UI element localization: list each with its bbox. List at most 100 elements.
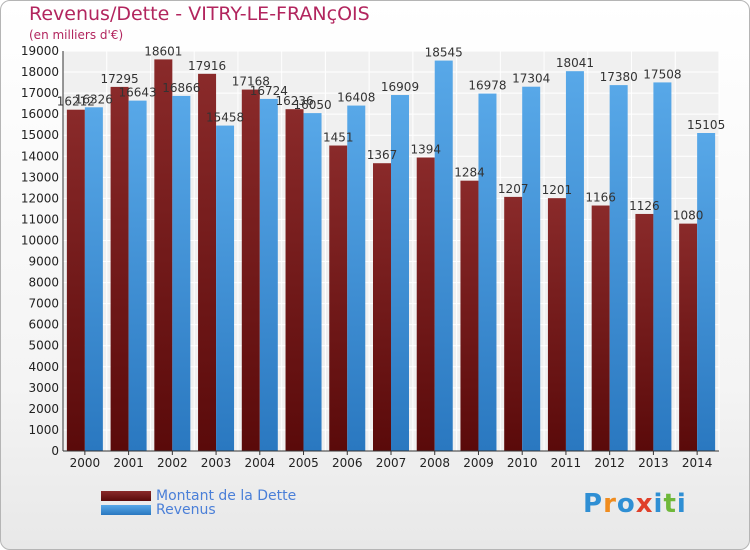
y-tick-label: 7000 <box>28 297 59 311</box>
data-label-debt: 18601 <box>144 44 182 58</box>
bar-revenue <box>565 71 584 451</box>
bar-debt <box>241 89 260 451</box>
x-tick-label: 2004 <box>245 456 276 470</box>
data-label-debt: 1367 <box>367 148 398 162</box>
x-tick-label: 2012 <box>594 456 625 470</box>
x-tick-label: 2013 <box>638 456 669 470</box>
legend-item-debt: Montant de la Dette <box>101 488 296 504</box>
y-tick-label: 13000 <box>21 170 59 184</box>
bar-debt <box>198 73 217 452</box>
data-label-revenue: 17304 <box>512 72 550 86</box>
bar-debt <box>373 163 391 452</box>
data-label-debt: 1201 <box>542 183 573 197</box>
x-tick-label: 2009 <box>463 456 494 470</box>
data-label-debt: 1284 <box>454 166 485 180</box>
data-label-debt: 1126 <box>629 199 660 213</box>
data-label-debt: 17295 <box>101 72 139 86</box>
bar-debt <box>110 86 129 451</box>
y-tick-label: 6000 <box>28 318 59 332</box>
y-tick-label: 0 <box>51 444 59 458</box>
x-tick-label: 2007 <box>376 456 407 470</box>
bar-debt <box>547 198 566 451</box>
bar-debt <box>679 223 698 451</box>
bar-revenue <box>522 86 541 451</box>
bar-revenue <box>303 113 322 452</box>
bar-revenue <box>478 93 497 451</box>
bar-debt <box>635 213 654 451</box>
data-label-debt: 1080 <box>673 209 704 223</box>
x-tick-label: 2002 <box>157 456 188 470</box>
legend-swatch-revenue <box>101 505 151 515</box>
x-tick-label: 2008 <box>419 456 450 470</box>
data-label-revenue: 15458 <box>206 111 244 125</box>
x-tick-label: 2006 <box>332 456 363 470</box>
bar-revenue <box>172 95 191 451</box>
y-tick-label: 18000 <box>21 65 59 79</box>
bar-revenue <box>216 125 235 451</box>
data-label-debt: 17168 <box>232 75 270 89</box>
data-label-revenue: 18545 <box>425 46 463 60</box>
x-tick-label: 2000 <box>70 456 101 470</box>
data-label-revenue: 16978 <box>468 79 506 93</box>
y-tick-label: 15000 <box>21 128 59 142</box>
bar-revenue <box>128 100 147 451</box>
data-label-revenue: 16866 <box>162 81 200 95</box>
y-tick-label: 11000 <box>21 212 59 226</box>
bar-debt <box>329 145 348 452</box>
legend-swatch-debt <box>101 491 151 501</box>
y-tick-label: 17000 <box>21 86 59 100</box>
data-label-revenue: 17380 <box>600 70 638 84</box>
y-tick-label: 8000 <box>28 276 59 290</box>
x-tick-label: 2003 <box>201 456 232 470</box>
bar-debt <box>504 196 523 451</box>
legend-label-revenue: Revenus <box>156 502 216 518</box>
bar-revenue <box>609 85 628 452</box>
y-tick-label: 12000 <box>21 191 59 205</box>
bar-revenue <box>347 105 366 451</box>
data-label-debt: 16236 <box>275 94 313 108</box>
chart-title: Revenus/Dette - VITRY-LE-FRANçOIS <box>29 3 370 25</box>
data-label-revenue: 18041 <box>556 56 594 70</box>
y-tick-label: 3000 <box>28 381 59 395</box>
legend-label-debt: Montant de la Dette <box>156 488 297 504</box>
data-label-revenue: 15105 <box>687 118 725 132</box>
data-label-debt: 17916 <box>188 59 226 73</box>
y-tick-label: 9000 <box>28 255 59 269</box>
x-tick-label: 2011 <box>551 456 582 470</box>
y-tick-label: 14000 <box>21 149 59 163</box>
data-label-debt: 1394 <box>410 143 441 157</box>
legend-item-revenue: Revenus <box>101 502 216 518</box>
data-label-revenue: 16050 <box>293 98 331 112</box>
y-tick-label: 5000 <box>28 339 59 353</box>
bar-revenue <box>391 95 409 451</box>
chart-subtitle: (en milliers d'€) <box>29 28 124 42</box>
y-tick-label: 1000 <box>28 423 59 437</box>
bar-debt <box>460 180 479 451</box>
data-label-debt: 1207 <box>498 182 529 196</box>
y-tick-label: 16000 <box>21 107 59 121</box>
data-label-debt: 16212 <box>57 95 95 109</box>
data-label-revenue: 16408 <box>337 91 375 105</box>
x-tick-label: 2014 <box>682 456 713 470</box>
bar-revenue <box>434 60 453 451</box>
x-tick-label: 2005 <box>288 456 319 470</box>
data-label-revenue: 16909 <box>381 80 419 94</box>
x-tick-label: 2001 <box>113 456 144 470</box>
bar-debt <box>154 59 173 452</box>
bar-revenue <box>697 133 716 451</box>
bar-debt <box>66 109 85 452</box>
proxiti-logo: Proxiti <box>583 489 687 519</box>
bar-debt <box>416 157 435 452</box>
y-tick-label: 10000 <box>21 233 59 247</box>
data-label-revenue: 16643 <box>119 86 157 100</box>
y-tick-label: 2000 <box>28 402 59 416</box>
bar-revenue <box>259 98 278 452</box>
y-tick-label: 4000 <box>28 360 59 374</box>
data-label-revenue: 16326 <box>75 92 113 106</box>
data-label-revenue: 17508 <box>643 67 681 81</box>
bar-debt <box>285 109 304 451</box>
x-tick-label: 2010 <box>507 456 538 470</box>
y-tick-label: 19000 <box>21 44 59 58</box>
